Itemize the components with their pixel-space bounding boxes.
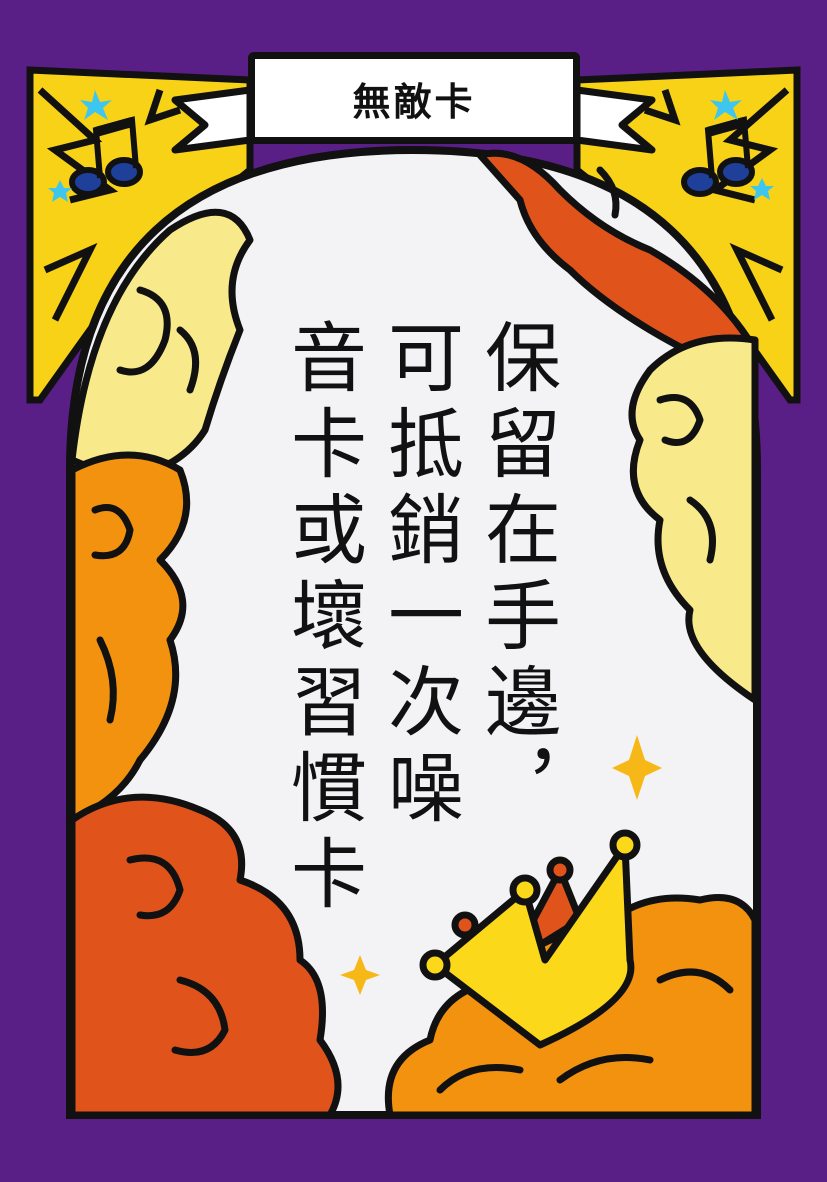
music-note-icon bbox=[681, 116, 755, 197]
music-note-icon bbox=[69, 116, 143, 197]
right-clouds bbox=[476, 149, 759, 704]
star-icon bbox=[48, 90, 774, 202]
card-text-column-3: 音卡或壞習慣卡 bbox=[278, 318, 367, 920]
ribbon-tails bbox=[171, 86, 656, 154]
left-clouds bbox=[68, 208, 342, 1119]
card-text-column-1: 保留在手邊， bbox=[472, 318, 561, 834]
title-banner: 無敵卡 bbox=[248, 52, 580, 144]
sparkle-icon bbox=[340, 955, 380, 995]
card-title: 無敵卡 bbox=[352, 79, 476, 124]
crown-icon bbox=[419, 829, 641, 1049]
sparkle-icon bbox=[612, 735, 662, 800]
card-text-column-2: 可抵銷一次噪 bbox=[375, 318, 464, 834]
